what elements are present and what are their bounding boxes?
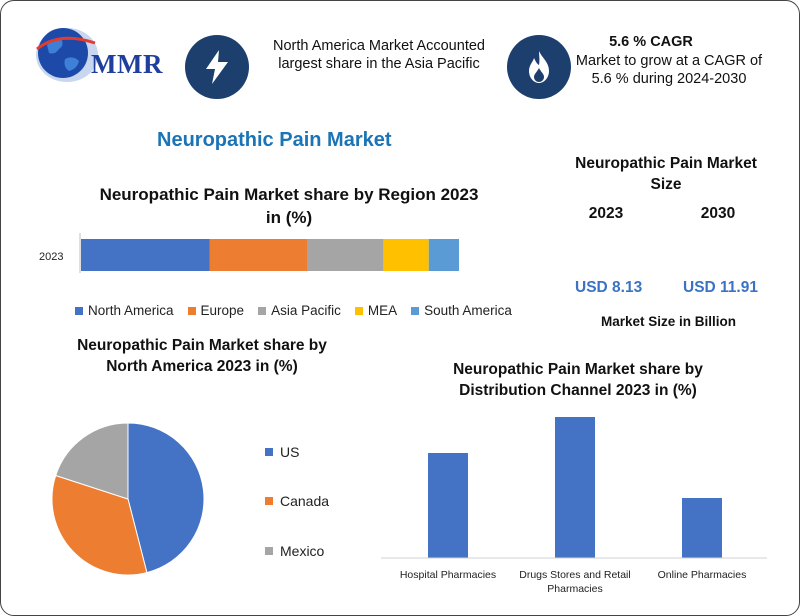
legend-label: Asia Pacific <box>271 303 341 318</box>
bolt-badge <box>185 35 249 99</box>
market-size-value-2030: USD 11.91 <box>683 279 758 296</box>
channel-tick-label: Drugs Stores and Retail Pharmacies <box>519 569 631 595</box>
channel-chart-title: Neuropathic Pain Market share by Distrib… <box>453 361 703 399</box>
legend-swatch <box>411 306 420 315</box>
logo: MMR <box>29 19 179 89</box>
main-title: Neuropathic Pain Market <box>157 129 392 151</box>
flame-icon <box>529 51 549 83</box>
legend-label: South America <box>424 303 512 318</box>
legend-label: US <box>280 444 300 460</box>
region-bar-asia-pacific <box>307 239 384 271</box>
cagr-title: 5.6 % CAGR <box>609 34 693 50</box>
legend-swatch <box>258 306 267 315</box>
region-legend-item-south-america: South America <box>411 303 512 318</box>
channel-bar-online-pharmacies <box>682 498 722 558</box>
channel-tick-label: Hospital Pharmacies <box>399 569 497 581</box>
region-legend-item-north-america: North America <box>75 303 174 318</box>
pie-chart <box>51 422 205 576</box>
region-legend-item-mea: MEA <box>354 303 398 318</box>
region-bar-south-america <box>428 239 459 271</box>
channel-bar-drugs-stores-and-retail-pharmacies <box>555 417 595 558</box>
pie-slice-us <box>127 422 205 574</box>
pie-chart-title: Neuropathic Pain Market share by North A… <box>77 337 327 375</box>
legend-label: Canada <box>280 493 330 509</box>
legend-swatch <box>75 306 83 315</box>
region-bar-mea <box>383 239 429 271</box>
legend-swatch <box>265 547 273 555</box>
channel-tick-label: Online Pharmacies <box>657 569 747 581</box>
region-category-label: 2023 <box>39 251 63 263</box>
channel-chart <box>381 417 767 559</box>
market-size-year-2023: 2023 <box>588 205 624 222</box>
legend-swatch <box>187 306 196 315</box>
region-legend-item-europe: Europe <box>187 303 245 318</box>
logo-text: MMR <box>91 49 163 79</box>
cagr-text: Market to grow at a CAGR of 5.6 % during… <box>575 53 763 87</box>
globe-icon <box>36 28 98 82</box>
market-size-year-2030: 2030 <box>700 205 736 222</box>
market-size-title: Neuropathic Pain Market Size <box>575 155 757 193</box>
header-left-text: North America Market Accounted largest s… <box>273 38 485 72</box>
pie-legend-item-us: US <box>265 444 299 460</box>
legend-swatch <box>354 306 363 315</box>
legend-label: Europe <box>200 303 245 318</box>
channel-bar-hospital-pharmacies <box>428 453 468 558</box>
pie-legend-item-mexico: Mexico <box>265 543 324 559</box>
market-size-note: Market Size in Billion <box>601 314 737 329</box>
flame-badge <box>507 35 571 99</box>
legend-label: Mexico <box>280 543 325 559</box>
legend-swatch <box>265 497 273 505</box>
region-legend-item-asia-pacific: Asia Pacific <box>258 303 341 318</box>
region-chart: 2023 <box>39 233 459 273</box>
lightning-bolt-icon <box>206 50 228 84</box>
market-size-value-2023: USD 8.13 <box>575 279 643 296</box>
pie-slice-mexico <box>55 422 129 500</box>
region-bar-north-america <box>81 239 210 271</box>
region-chart-title: Neuropathic Pain Market share by Region … <box>99 185 479 227</box>
legend-swatch <box>265 448 273 456</box>
pie-slice-canada <box>51 474 148 576</box>
legend-label: MEA <box>367 303 398 318</box>
pie-legend-item-canada: Canada <box>265 493 329 509</box>
legend-label: North America <box>88 303 174 318</box>
region-bar-europe <box>209 239 308 271</box>
region-legend: North America Europe Asia Pacific MEA South … <box>75 303 526 318</box>
